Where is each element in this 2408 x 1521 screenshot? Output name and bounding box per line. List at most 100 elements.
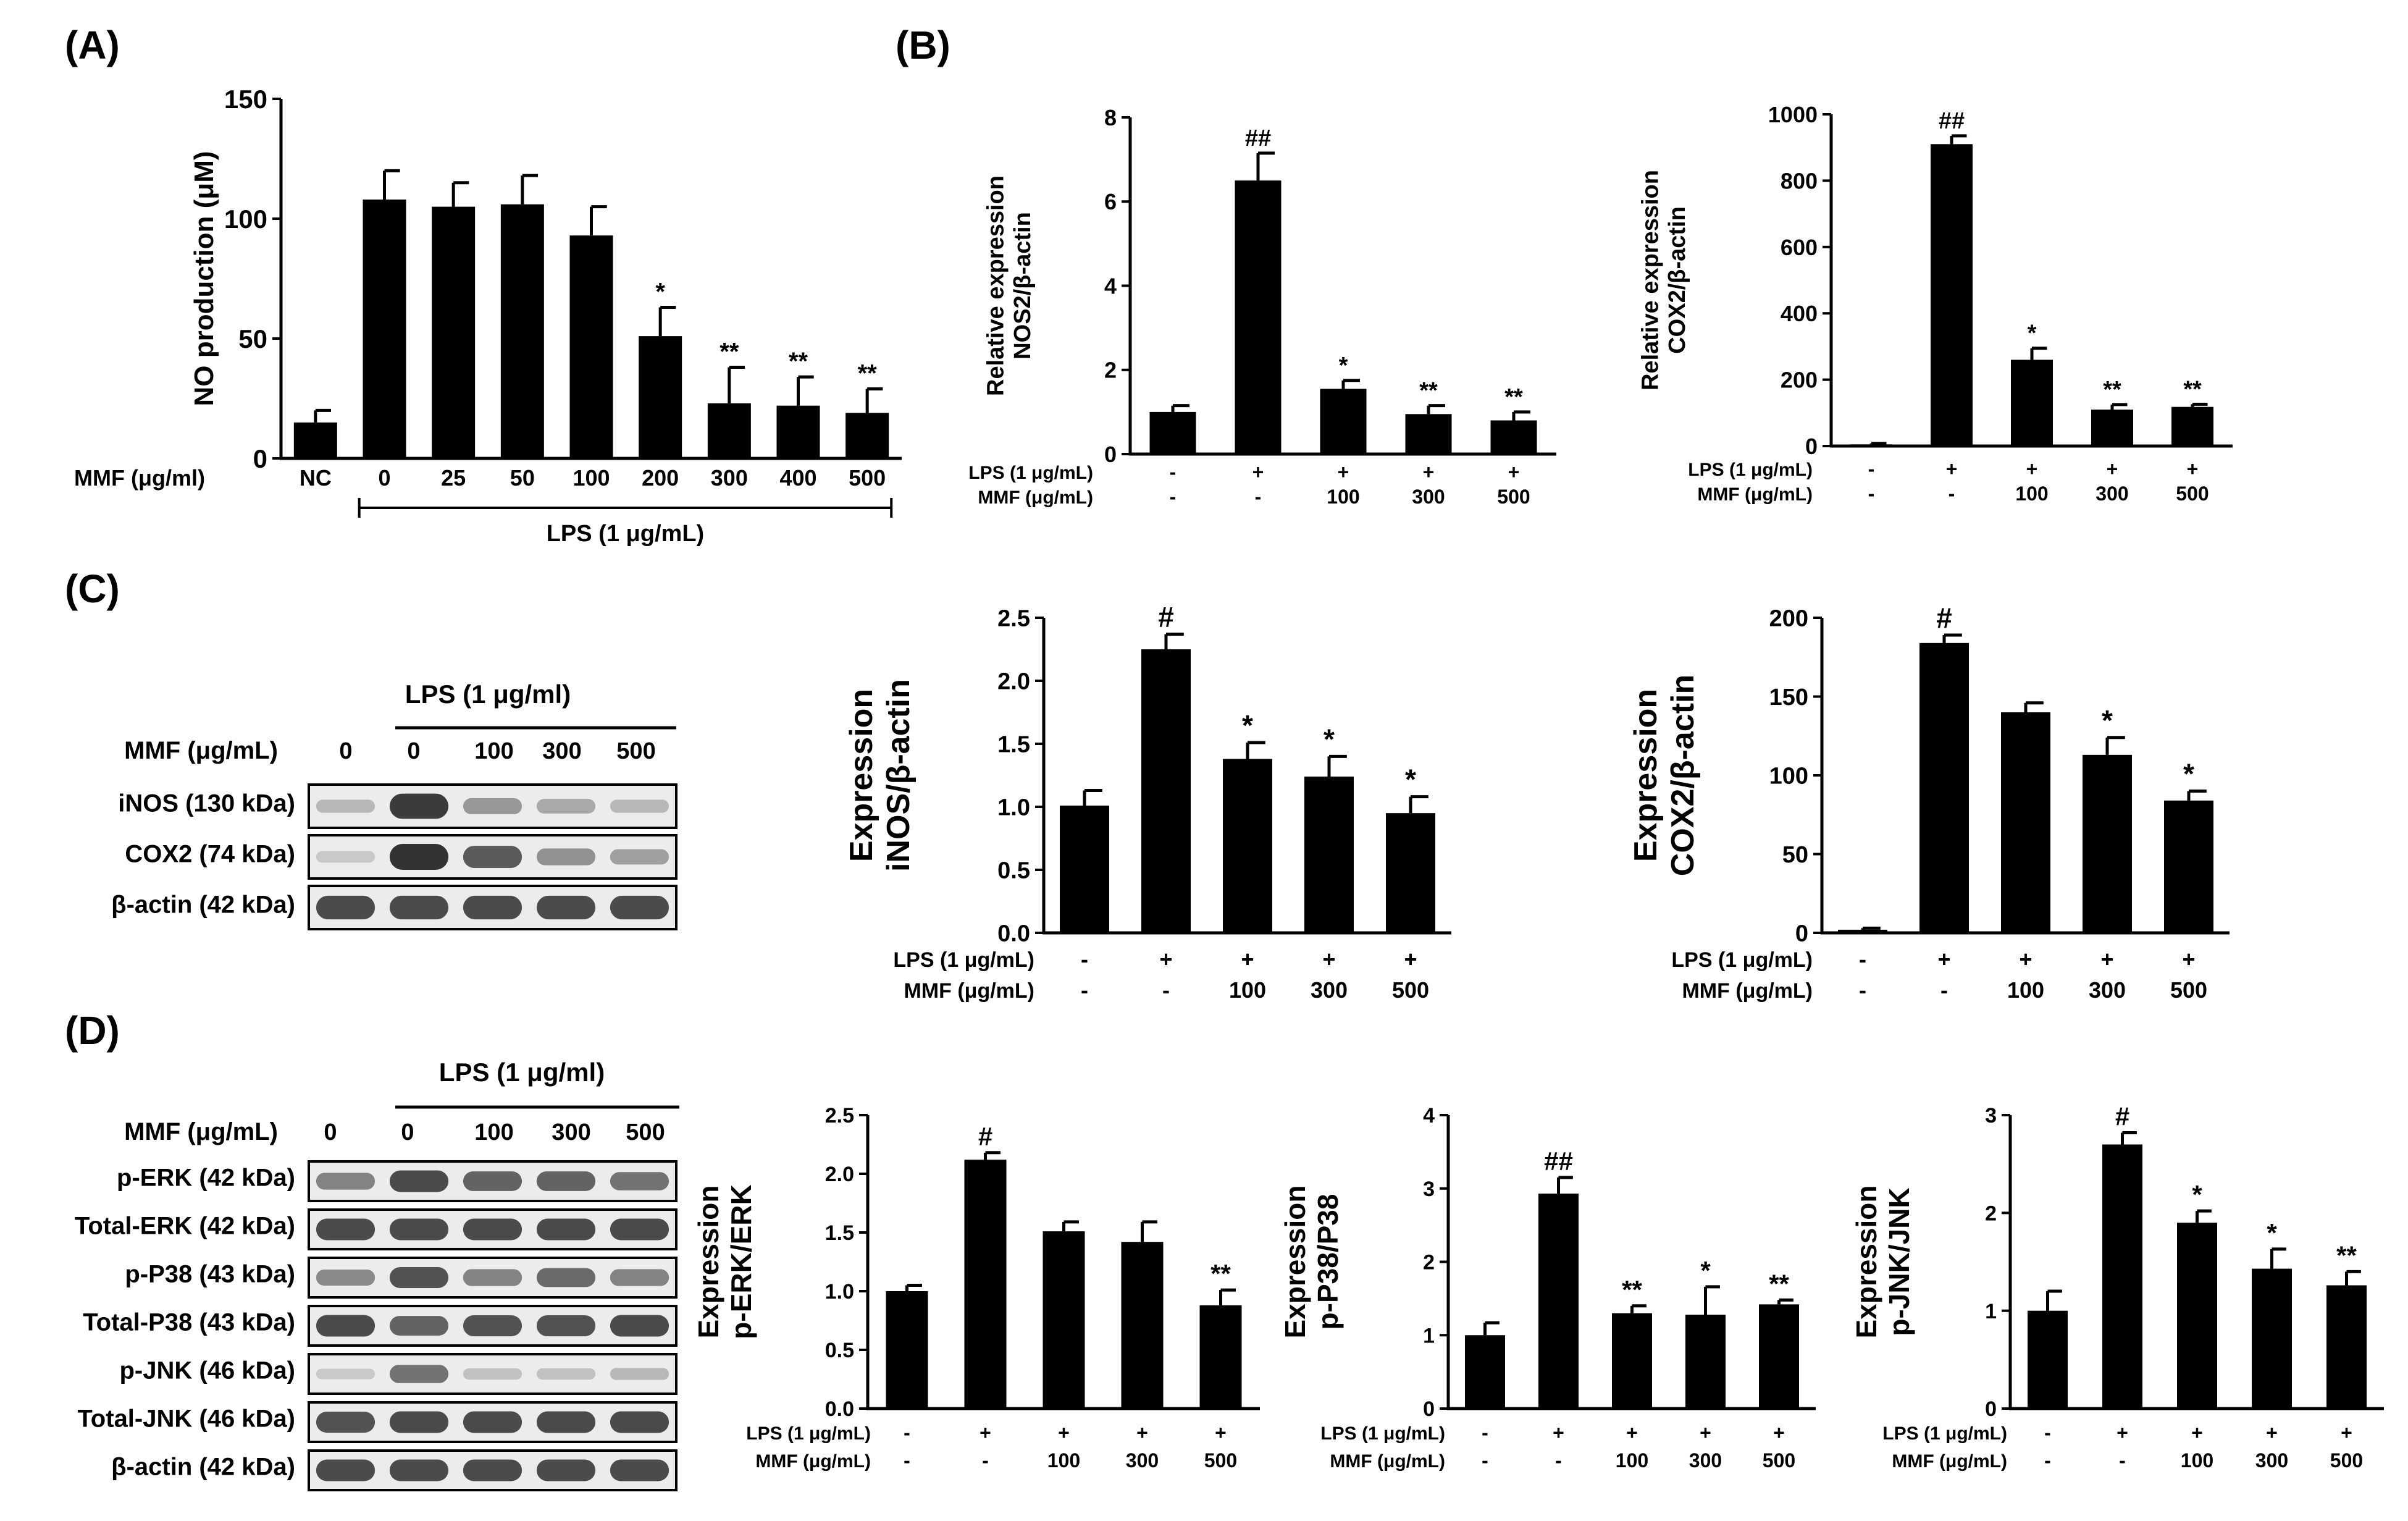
- y-tick-label: 3: [1423, 1178, 1435, 1201]
- significance-marker: *: [1700, 1256, 1711, 1285]
- y-tick-label: 2.0: [825, 1163, 854, 1186]
- bar: [1235, 180, 1282, 454]
- significance-marker: **: [1210, 1259, 1231, 1288]
- treatment-row-label: MMF (μg/mL): [1682, 979, 1813, 1003]
- treatment-value: -: [904, 1422, 910, 1444]
- significance-marker: **: [789, 348, 808, 375]
- significance-marker: **: [2336, 1241, 2357, 1270]
- treatment-row-label: LPS (1 μg/mL): [893, 948, 1034, 972]
- bar: [569, 235, 613, 458]
- significance-marker: *: [2028, 321, 2037, 347]
- treatment-value: +: [1423, 461, 1435, 483]
- treatment-value: -: [1482, 1449, 1488, 1472]
- y-tick-label: 0: [253, 444, 267, 473]
- y-tick-label: 1.5: [825, 1221, 854, 1245]
- treatment-value: +: [1136, 1422, 1148, 1444]
- blot-band: [463, 846, 522, 868]
- y-axis-title-line: Relative expression: [1637, 170, 1663, 390]
- chart-inos-protein: 0.0 0.5 1.0 1.5 2.0 2.5 ExpressioniNOS/β-actin…: [844, 601, 1451, 1003]
- blot-band: [389, 895, 449, 920]
- bar: [1199, 1305, 1242, 1409]
- treatment-value: -: [1868, 482, 1875, 505]
- bar: [1612, 1313, 1652, 1409]
- blot-band: [463, 1269, 522, 1286]
- treatment-value: +: [1159, 946, 1172, 972]
- significance-marker: **: [1419, 378, 1438, 404]
- treatment-value: +: [2187, 458, 2199, 480]
- significance-marker: **: [858, 360, 878, 387]
- treatment-value: +: [1338, 461, 1349, 483]
- y-tick-label: 4: [1423, 1104, 1435, 1127]
- bar: [1149, 411, 1196, 454]
- treatment-row-label: MMF (μg/ml): [74, 465, 205, 491]
- treatment-row-label: MMF (μg/mL): [904, 979, 1034, 1003]
- treatment-row-label: MMF (μg/mL): [1330, 1451, 1445, 1472]
- y-tick-label: 0.0: [997, 921, 1030, 947]
- bar: [432, 206, 476, 458]
- treatment-value: +: [2191, 1422, 2203, 1444]
- y-tick-label: 0: [1104, 442, 1117, 467]
- treatment-value: -: [904, 1449, 910, 1472]
- western-blot-d: LPS (1 μg/ml) MMF (μg/mL) 0 0 100 300 500 p-ERK…: [75, 1058, 679, 1491]
- blot-band: [463, 798, 522, 815]
- treatment-value: -: [1081, 977, 1088, 1003]
- treatment-value: 300: [711, 465, 748, 491]
- treatment-value: -: [1949, 482, 1955, 505]
- bar: [776, 405, 820, 458]
- treatment-value: +: [2116, 1422, 2128, 1444]
- y-tick-label: 150: [1769, 685, 1808, 710]
- panel-label-b: (B): [896, 23, 950, 67]
- significance-marker: *: [655, 279, 665, 306]
- treatment-value: 50: [510, 465, 535, 491]
- treatment-value: +: [1773, 1422, 1785, 1444]
- y-axis-title-line: NO production (μM): [189, 151, 219, 406]
- y-tick-label: 0.5: [997, 858, 1030, 884]
- treatment-row-label: MMF (μg/mL): [978, 487, 1093, 508]
- significance-marker: *: [1242, 709, 1253, 741]
- bar: [1121, 1242, 1164, 1409]
- blot-band: [610, 1269, 669, 1286]
- treatment-value: -: [1162, 977, 1170, 1003]
- y-axis-title: ExpressioniNOS/β-actin: [844, 679, 917, 872]
- treatment-value: 500: [849, 465, 886, 491]
- y-axis-title: Expressionp-JNK/JNK: [1850, 1186, 1915, 1339]
- y-tick-label: 1.5: [997, 732, 1030, 758]
- treatment-value: 500: [2170, 977, 2207, 1003]
- blot-band: [536, 1411, 596, 1433]
- blot-row-label: Total-ERK (42 kDa): [75, 1213, 295, 1240]
- blot-band: [610, 1315, 669, 1337]
- treatment-value: NC: [300, 465, 332, 491]
- treatment-row-label: LPS (1 μg/mL): [1671, 948, 1813, 972]
- y-tick-label: 100: [1769, 764, 1808, 790]
- y-tick-label: 2.5: [825, 1104, 854, 1127]
- treatment-value: 100: [2007, 977, 2044, 1003]
- treatment-row-label: LPS (1 μg/mL): [1688, 460, 1813, 480]
- y-tick-label: 0: [1423, 1397, 1435, 1421]
- treatment-value: 100: [1047, 1449, 1080, 1472]
- significance-marker: ##: [1544, 1147, 1573, 1176]
- blot-band: [463, 1218, 522, 1241]
- blot-lps-label: LPS (1 μg/ml): [405, 680, 571, 709]
- significance-marker: **: [2183, 376, 2202, 402]
- blot-band: [610, 1172, 669, 1190]
- significance-marker: **: [2103, 377, 2121, 403]
- y-tick-label: 2.0: [997, 669, 1030, 695]
- treatment-value: -: [1255, 486, 1262, 508]
- blot-band: [463, 895, 522, 920]
- blot-row-label: p-P38 (43 kDa): [125, 1261, 295, 1288]
- panel-label-a: (A): [65, 23, 120, 67]
- treatment-value: 300: [2255, 1449, 2288, 1472]
- blot-band: [536, 1218, 596, 1241]
- blot-row-label: p-ERK (42 kDa): [117, 1165, 295, 1192]
- treatment-value: +: [1404, 946, 1417, 972]
- bar: [1931, 144, 1973, 446]
- bar: [2164, 800, 2213, 933]
- y-axis-title: Expressionp-P38/P38: [1279, 1186, 1344, 1339]
- treatment-value: +: [1241, 946, 1254, 972]
- treatment-row-label: LPS (1 μg/mL): [1320, 1423, 1445, 1444]
- treatment-value: +: [1626, 1422, 1638, 1444]
- y-axis-title-line: COX2/β-actin: [1664, 206, 1690, 354]
- y-axis-title: Relative expressionCOX2/β-actin: [1637, 170, 1690, 390]
